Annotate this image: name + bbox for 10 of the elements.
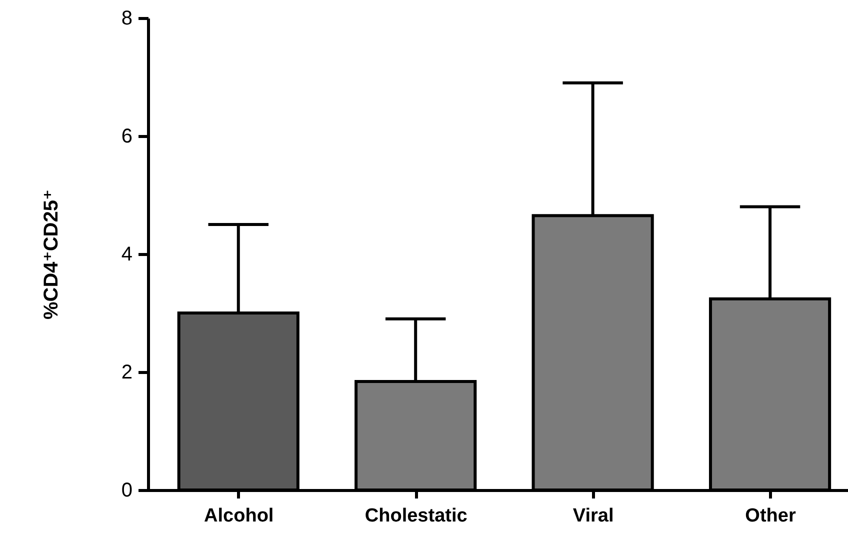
x-tick-label: Cholestatic [364,506,468,526]
x-tick-label: Alcohol [204,506,274,526]
x-tick-label: Other [745,506,796,526]
y-tick-label: 2 [121,362,132,384]
y-tick-label: 0 [121,480,132,502]
y-tick-label: 4 [121,244,132,266]
y-tick-label: 6 [121,126,132,148]
x-tick-label: Viral [572,506,614,526]
y-axis-title: %CD4⁺CD25⁺ [40,189,62,320]
y-tick-label: 8 [121,8,132,30]
